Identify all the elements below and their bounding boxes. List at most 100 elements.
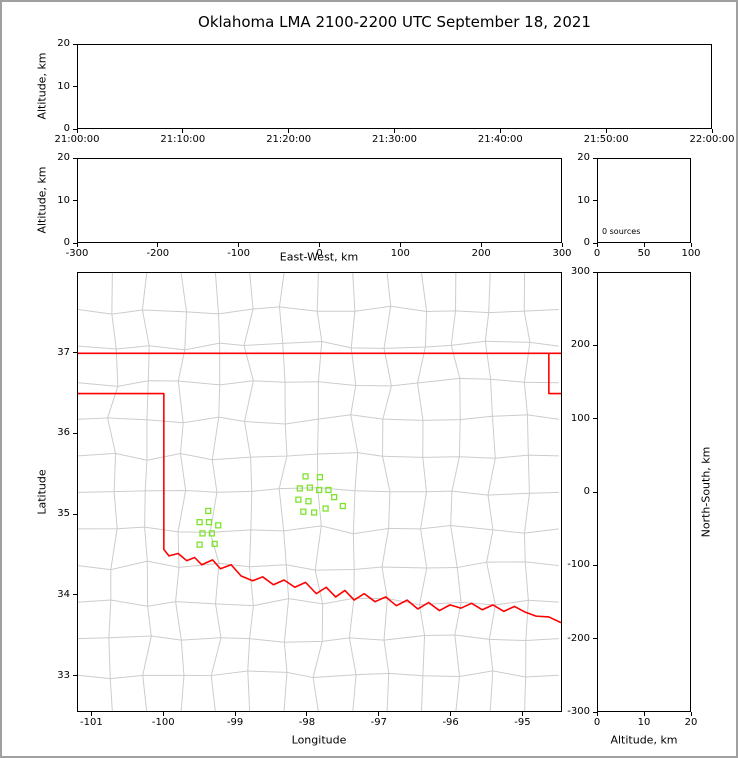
map-y-tick-mark bbox=[73, 432, 77, 434]
map-y-tick-mark bbox=[73, 352, 77, 354]
ns-y-tick-mark bbox=[593, 344, 597, 346]
map-x-tick-mark bbox=[378, 712, 380, 716]
ns-y-tick-mark bbox=[593, 491, 597, 493]
time-x-tick-mark bbox=[76, 129, 78, 133]
ns-x-tick-mark bbox=[643, 712, 645, 716]
time-y-tick-mark bbox=[73, 43, 77, 45]
map-x-tick-label: -101 bbox=[80, 717, 103, 728]
ew-x-tick-label: -100 bbox=[227, 248, 251, 259]
time-y-tick-label: 20 bbox=[57, 38, 70, 49]
county-grid bbox=[78, 273, 559, 711]
station-marker bbox=[302, 473, 309, 480]
station-marker bbox=[306, 484, 313, 491]
ew-y-tick-label: 0 bbox=[63, 237, 70, 248]
station-marker bbox=[300, 508, 307, 515]
station-marker bbox=[199, 530, 206, 537]
ns-x-tick-label: 20 bbox=[684, 717, 698, 728]
ns-y-tick-mark bbox=[593, 564, 597, 566]
station-marker bbox=[305, 498, 312, 505]
time-x-tick-label: 21:50:00 bbox=[583, 134, 629, 145]
station-marker bbox=[205, 507, 212, 515]
map-x-tick-mark bbox=[450, 712, 452, 716]
time-x-tick-mark bbox=[711, 129, 713, 133]
time-height-panel bbox=[77, 44, 712, 129]
ew-y-tick-mark bbox=[73, 242, 77, 244]
ns-y-tick-label: -200 bbox=[567, 632, 590, 644]
map-canvas bbox=[78, 273, 561, 711]
ew-x-tick-mark bbox=[157, 243, 159, 247]
hist-x-tick-mark bbox=[690, 243, 692, 247]
ew-x-tick-mark bbox=[76, 243, 78, 247]
time-x-tick-mark bbox=[499, 129, 501, 133]
map-x-tick-label: -97 bbox=[370, 717, 387, 728]
map-x-tick-label: -100 bbox=[151, 717, 175, 728]
ew-x-tick-mark bbox=[238, 243, 240, 247]
ns-x-tick-label: 0 bbox=[593, 717, 601, 728]
chart-title: Oklahoma LMA 2100-2200 UTC September 18,… bbox=[198, 13, 591, 31]
time-y-tick-mark bbox=[73, 86, 77, 87]
time-y-tick-label: 0 bbox=[63, 123, 70, 134]
ns-y-tick-mark bbox=[593, 711, 597, 713]
ew-x-tick-label: -300 bbox=[65, 248, 89, 259]
station-marker bbox=[211, 540, 218, 547]
ew-x-tick-label: 100 bbox=[390, 248, 410, 259]
station-marker bbox=[331, 494, 338, 501]
map-y-tick-mark bbox=[73, 594, 77, 596]
hist-x-tick-label: 0 bbox=[593, 248, 601, 259]
ns-y-tick-label: 300 bbox=[570, 266, 590, 277]
ew-x-tick-label: -200 bbox=[146, 248, 170, 259]
map-y-tick-mark bbox=[73, 675, 77, 677]
ew-x-tick-label: 200 bbox=[471, 248, 491, 259]
ew-x-tick-mark bbox=[319, 243, 320, 247]
map-x-tick-mark bbox=[162, 712, 164, 716]
east-west-height-panel bbox=[77, 158, 562, 243]
map-x-tick-mark bbox=[234, 712, 236, 716]
station-marker bbox=[325, 486, 332, 494]
ns-y-tick-mark bbox=[593, 638, 597, 640]
station-marker bbox=[196, 541, 203, 548]
ns-x-tick-mark bbox=[596, 712, 598, 716]
map-x-tick-label: -99 bbox=[226, 717, 244, 728]
map-x-tick-label: -98 bbox=[298, 717, 316, 728]
ew-y-tick-mark bbox=[73, 200, 77, 201]
hist-y-tick-mark bbox=[593, 157, 597, 159]
map-y-tick-mark bbox=[73, 513, 77, 515]
ew-x-tick-label: 300 bbox=[552, 248, 572, 259]
ns-panel-y-label: North-South, km bbox=[699, 446, 713, 538]
ew-y-tick-label: 20 bbox=[57, 152, 70, 163]
hist-y-tick-label: 0 bbox=[583, 237, 590, 248]
map-x-tick-label: -96 bbox=[442, 717, 459, 728]
map-y-tick-label: 36 bbox=[57, 427, 70, 439]
map-y-tick-label: 33 bbox=[57, 669, 70, 681]
ns-y-tick-mark bbox=[593, 271, 597, 273]
map-x-tick-label: -95 bbox=[514, 717, 531, 728]
station-marker bbox=[310, 509, 318, 516]
altitude-histogram-panel: 0 sources bbox=[597, 158, 691, 243]
station-marker bbox=[196, 519, 203, 526]
ns-y-tick-label: -100 bbox=[567, 559, 590, 571]
time-x-tick-label: 22:00:00 bbox=[689, 134, 735, 145]
ew-y-tick-label: 10 bbox=[57, 194, 70, 206]
ew-y-tick-mark bbox=[73, 157, 77, 159]
map-y-tick-label: 37 bbox=[57, 346, 70, 358]
map-x-tick-mark bbox=[306, 712, 308, 716]
map-y-tick-label: 35 bbox=[57, 508, 70, 520]
station-marker bbox=[208, 530, 215, 537]
hist-x-tick-label: 100 bbox=[681, 248, 701, 259]
time-x-tick-label: 21:20:00 bbox=[266, 134, 312, 145]
ns-y-tick-label: -300 bbox=[567, 706, 590, 717]
map-x-tick-mark bbox=[521, 712, 523, 716]
ns-y-tick-label: 100 bbox=[570, 412, 590, 424]
time-x-tick-mark bbox=[182, 129, 184, 133]
ew-x-tick-label: 0 bbox=[316, 248, 323, 259]
time-x-tick-label: 21:30:00 bbox=[372, 134, 417, 145]
ns-y-tick-label: 200 bbox=[570, 339, 590, 351]
time-x-tick-mark bbox=[394, 129, 395, 133]
ew-x-tick-mark bbox=[480, 243, 482, 247]
hist-y-tick-label: 20 bbox=[577, 152, 590, 163]
time-y-tick-label: 10 bbox=[57, 80, 70, 92]
ew-x-tick-mark bbox=[561, 243, 563, 247]
hist-x-tick-mark bbox=[596, 243, 598, 247]
hist-y-tick-mark bbox=[593, 200, 597, 201]
ns-panel-x-label: Altitude, km bbox=[610, 733, 678, 747]
